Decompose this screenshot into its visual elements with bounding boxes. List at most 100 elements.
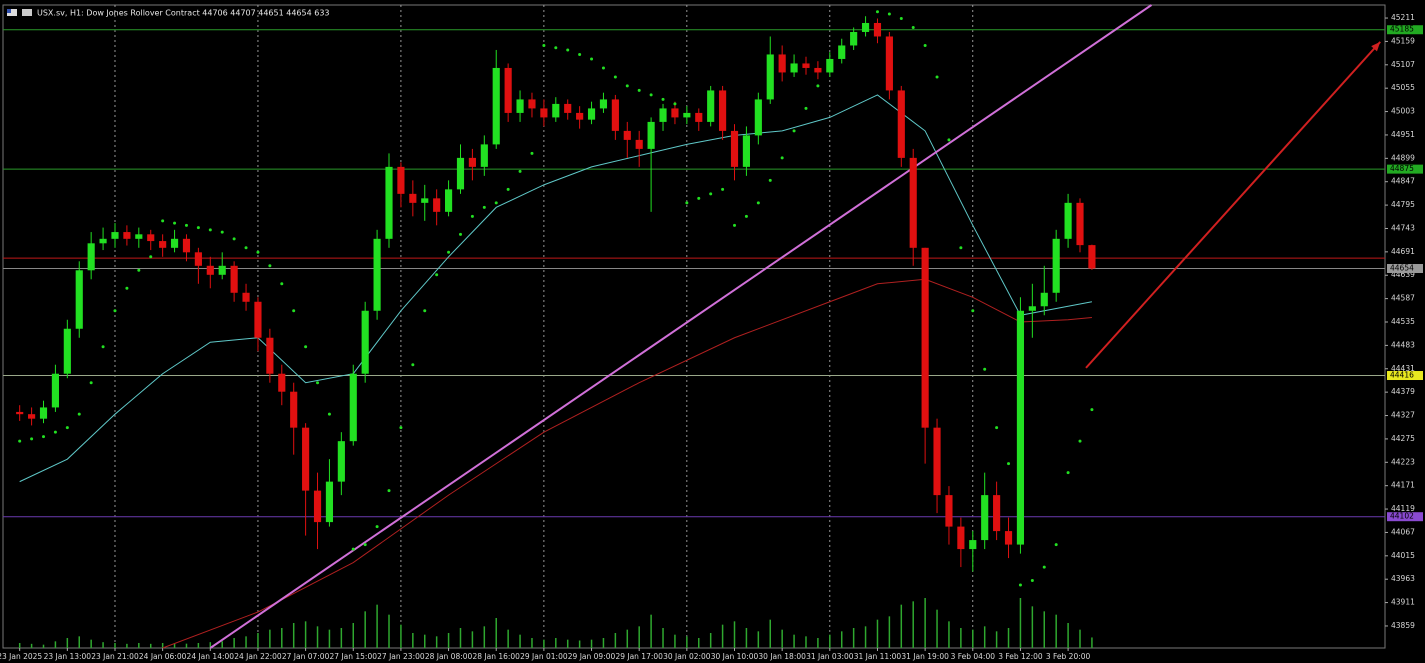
sar-dot bbox=[1042, 565, 1046, 569]
sar-dot bbox=[756, 201, 760, 205]
candle-body bbox=[707, 90, 715, 122]
y-tick-label: 45003 bbox=[1391, 107, 1415, 116]
price-tag-label: 44416 bbox=[1390, 371, 1414, 380]
candle-body bbox=[933, 427, 941, 496]
sar-dot bbox=[518, 169, 522, 173]
x-tick-label: 27 Jan 15:00 bbox=[330, 652, 378, 661]
x-tick-label: 24 Jan 22:00 bbox=[234, 652, 282, 661]
sar-dot bbox=[590, 57, 594, 61]
y-tick-label: 44639 bbox=[1391, 270, 1415, 279]
candle-body bbox=[814, 67, 822, 73]
plot-frame bbox=[2, 4, 1386, 649]
sar-dot bbox=[828, 61, 832, 65]
candle-body bbox=[540, 108, 548, 118]
y-tick-label: 44899 bbox=[1391, 153, 1415, 162]
sar-dot bbox=[542, 43, 546, 47]
sar-dot bbox=[125, 286, 129, 290]
candle-body bbox=[28, 414, 36, 419]
sar-dot bbox=[423, 309, 427, 313]
price-tag-label: 44102 bbox=[1390, 512, 1414, 521]
sar-dot bbox=[494, 201, 498, 205]
sar-dot bbox=[447, 250, 451, 254]
candle-body bbox=[754, 99, 762, 136]
sar-dot bbox=[196, 226, 200, 230]
candle-body bbox=[528, 99, 536, 109]
sar-dot bbox=[697, 196, 701, 200]
candle-body bbox=[611, 99, 619, 131]
sar-dot bbox=[887, 12, 891, 16]
sar-dot bbox=[411, 363, 415, 367]
sar-dot bbox=[959, 246, 963, 250]
price-tag bbox=[1387, 512, 1423, 522]
sar-dot bbox=[923, 43, 927, 47]
sar-dot bbox=[149, 255, 153, 259]
sar-dot bbox=[42, 435, 46, 439]
sar-dot bbox=[673, 102, 677, 106]
candle-body bbox=[587, 108, 596, 120]
candle-body bbox=[63, 328, 71, 374]
sar-dot bbox=[780, 156, 784, 160]
candle-body bbox=[433, 198, 441, 212]
flag-icon-canton bbox=[7, 9, 11, 13]
y-tick-label: 44067 bbox=[1391, 527, 1415, 536]
y-tick-label: 44587 bbox=[1391, 294, 1415, 303]
candle-body bbox=[123, 232, 131, 239]
x-tick-label: 30 Jan 18:00 bbox=[758, 652, 806, 661]
x-tick-label: 27 Jan 07:00 bbox=[282, 652, 330, 661]
y-tick-label: 45055 bbox=[1391, 83, 1415, 92]
sar-dot bbox=[947, 138, 951, 142]
candle-body bbox=[742, 135, 750, 167]
sar-dot bbox=[184, 223, 188, 227]
candle-body bbox=[397, 166, 405, 194]
candle-body bbox=[838, 45, 846, 59]
candle-body bbox=[683, 112, 691, 118]
y-tick-label: 43911 bbox=[1391, 598, 1415, 607]
price-tag bbox=[1387, 25, 1423, 35]
candle-body bbox=[468, 157, 476, 167]
sar-dot bbox=[816, 84, 820, 88]
sar-dot bbox=[101, 345, 105, 349]
candle-body bbox=[456, 157, 465, 190]
y-tick-label: 44379 bbox=[1391, 387, 1415, 396]
sar-dot bbox=[804, 106, 808, 110]
sar-dot bbox=[685, 201, 689, 205]
x-tick-label: 3 Feb 04:00 bbox=[951, 652, 996, 661]
candle-body bbox=[647, 121, 655, 149]
sar-dot bbox=[220, 230, 224, 234]
candle-body bbox=[576, 112, 584, 120]
candle-body bbox=[1004, 531, 1013, 545]
y-tick-label: 44743 bbox=[1391, 223, 1415, 232]
x-tick-label: 27 Jan 23:00 bbox=[377, 652, 425, 661]
sar-dot bbox=[971, 309, 975, 313]
sar-dot bbox=[875, 10, 879, 14]
sar-dot bbox=[89, 381, 93, 385]
sar-dot bbox=[18, 439, 22, 443]
sar-dot bbox=[721, 187, 725, 191]
y-tick-label: 44119 bbox=[1391, 504, 1415, 513]
sar-dot bbox=[280, 282, 284, 286]
sar-dot bbox=[470, 214, 474, 218]
candle-body bbox=[87, 243, 95, 271]
sar-dot bbox=[1030, 579, 1034, 583]
candle-body bbox=[75, 270, 83, 329]
y-tick-label: 44535 bbox=[1391, 317, 1415, 326]
sar-dot bbox=[1018, 583, 1022, 587]
price-tag-label: 45185 bbox=[1390, 25, 1414, 34]
flag-icon bbox=[7, 9, 17, 16]
sar-dot bbox=[840, 48, 844, 52]
sar-dot bbox=[363, 543, 367, 547]
candle-body bbox=[278, 373, 286, 392]
x-tick-label: 23 Jan 13:00 bbox=[44, 652, 92, 661]
candle-body bbox=[445, 189, 453, 212]
candle-body bbox=[170, 238, 179, 248]
x-tick-label: 29 Jan 17:00 bbox=[615, 652, 663, 661]
x-tick-label: 3 Feb 12:00 bbox=[998, 652, 1043, 661]
y-tick-label: 44691 bbox=[1391, 247, 1415, 256]
y-tick-label: 44847 bbox=[1391, 177, 1415, 186]
candle-body bbox=[778, 54, 786, 73]
candle-body bbox=[147, 234, 155, 242]
x-tick-label: 24 Jan 06:00 bbox=[139, 652, 187, 661]
candle-body bbox=[480, 144, 488, 167]
sar-dot bbox=[1066, 471, 1070, 475]
